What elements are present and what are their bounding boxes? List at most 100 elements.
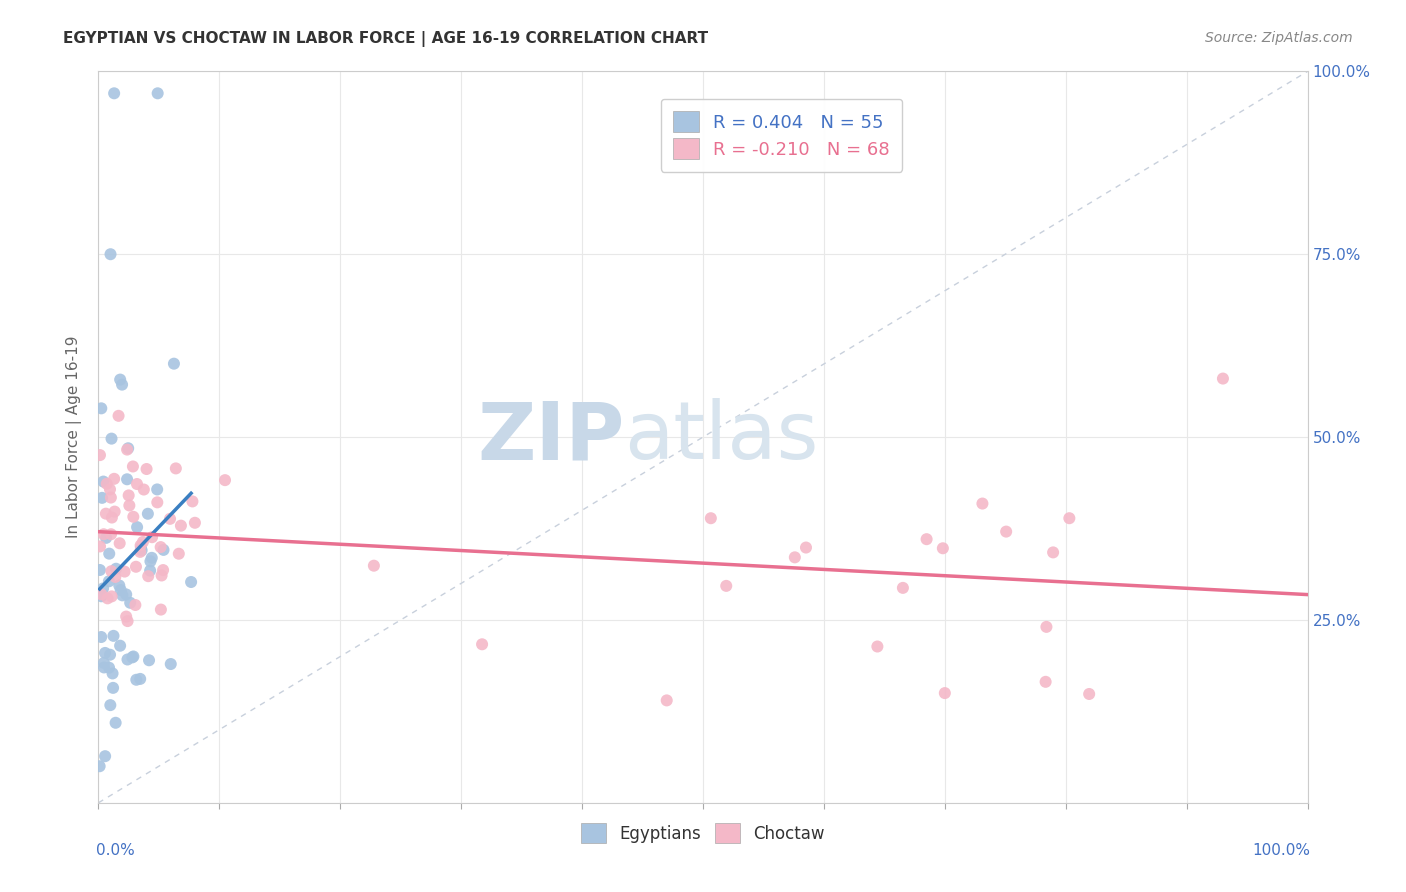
Point (89, 540, 111, 554)
Point (94, 507, 117, 521)
Point (98, 547, 121, 561)
Point (104, 715, 127, 730)
Point (132, 483, 155, 497)
Point (93, 656, 115, 670)
Point (103, 87, 125, 101)
Point (135, 462, 157, 476)
Point (184, 516, 207, 530)
Point (129, 545, 152, 559)
Point (149, 540, 172, 554)
Point (1078, 687, 1101, 701)
Point (146, 483, 169, 497)
Point (866, 640, 889, 654)
Point (117, 652, 139, 666)
Point (91, 582, 114, 596)
Point (132, 535, 155, 549)
Point (700, 511, 723, 525)
Point (110, 582, 132, 597)
Point (104, 570, 127, 584)
Point (98, 648, 121, 662)
Point (96, 591, 118, 606)
Point (115, 587, 138, 601)
Point (1035, 620, 1057, 634)
Point (94, 749, 117, 764)
Point (90, 587, 112, 601)
Point (129, 672, 152, 686)
Point (125, 559, 148, 574)
Point (108, 536, 131, 550)
Point (93, 660, 115, 674)
Point (146, 87, 169, 101)
Point (100, 590, 122, 604)
Point (125, 673, 148, 687)
Point (114, 565, 136, 579)
Point (129, 541, 152, 555)
Point (89, 759, 111, 773)
Point (100, 564, 122, 578)
Point (98, 660, 121, 674)
Point (1035, 674, 1057, 689)
Y-axis label: In Labor Force | Age 16-19: In Labor Force | Age 16-19 (66, 335, 83, 539)
Point (159, 512, 181, 526)
Point (122, 509, 145, 524)
Point (141, 550, 163, 565)
Point (783, 550, 806, 565)
Point (122, 459, 145, 474)
Text: EGYPTIAN VS CHOCTAW IN LABOR FORCE | AGE 16-19 CORRELATION CHART: EGYPTIAN VS CHOCTAW IN LABOR FORCE | AGE… (63, 31, 709, 47)
Point (136, 507, 159, 521)
Point (141, 530, 163, 544)
Point (125, 477, 148, 491)
Point (94, 646, 117, 660)
Point (138, 653, 160, 667)
Point (152, 563, 174, 577)
Point (103, 472, 125, 486)
Point (90, 630, 112, 644)
Point (115, 609, 138, 624)
Point (98, 483, 121, 497)
Point (165, 461, 187, 475)
Legend: Egyptians, Choctaw: Egyptians, Choctaw (575, 817, 831, 849)
Point (146, 495, 169, 509)
Point (121, 650, 143, 665)
Point (101, 681, 124, 695)
Point (129, 538, 152, 552)
Point (118, 488, 141, 502)
Point (108, 578, 131, 592)
Point (167, 547, 190, 561)
Point (891, 581, 914, 595)
Point (117, 614, 139, 628)
Point (214, 473, 236, 487)
Point (716, 579, 738, 593)
Point (108, 639, 131, 653)
Point (127, 520, 149, 534)
Point (97, 574, 120, 589)
Point (111, 377, 134, 392)
Point (93, 527, 115, 541)
Point (152, 542, 174, 557)
Point (1212, 371, 1234, 385)
Point (163, 357, 186, 371)
Point (131, 543, 153, 558)
Point (118, 499, 141, 513)
Point (107, 409, 129, 423)
Point (94, 531, 117, 545)
Point (103, 629, 125, 643)
Point (90, 589, 112, 603)
Point (180, 574, 202, 589)
Point (995, 524, 1018, 539)
Point (100, 432, 122, 446)
Point (91, 491, 114, 505)
Point (104, 505, 127, 519)
Text: 0.0%: 0.0% (96, 843, 135, 858)
Point (89, 563, 111, 577)
Point (915, 532, 938, 546)
Point (124, 598, 146, 612)
Point (90, 401, 112, 416)
Point (120, 596, 142, 610)
Point (115, 472, 138, 486)
Point (1042, 545, 1064, 559)
Point (117, 442, 139, 456)
Point (932, 541, 955, 556)
Text: ZIP: ZIP (477, 398, 624, 476)
Point (101, 666, 124, 681)
